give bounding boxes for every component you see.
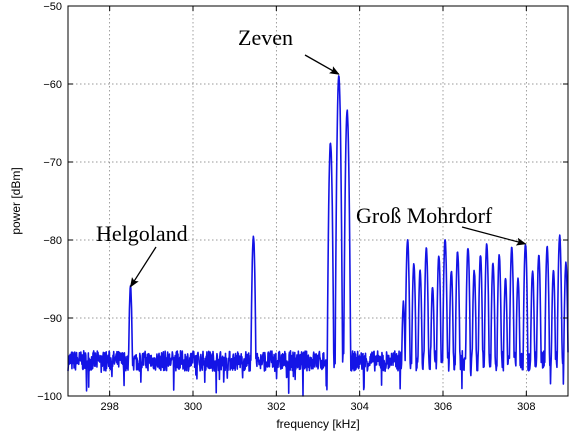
annotation-arrow <box>129 246 157 288</box>
y-tick-label: −50 <box>43 1 62 13</box>
y-tick-label: −100 <box>37 391 62 403</box>
x-tick-label: 300 <box>184 401 202 413</box>
plot-frame <box>67 5 569 397</box>
annotation-arrow <box>304 54 340 75</box>
x-axis-label: frequency [kHz] <box>276 417 359 431</box>
series-layer <box>67 75 569 397</box>
spectrum-line <box>67 75 569 397</box>
annotations: Zeven Helgoland Groß Mohrdorf <box>96 25 527 288</box>
annotation-label: Groß Mohrdorf <box>356 203 493 228</box>
annotation-label: Helgoland <box>96 221 188 246</box>
x-tick-label: 304 <box>350 401 368 413</box>
y-tick-label: −70 <box>43 157 62 169</box>
y-tick-label: −60 <box>43 79 62 91</box>
x-tick-label: 298 <box>100 401 118 413</box>
x-tick-label: 308 <box>517 401 535 413</box>
y-tick-label: −80 <box>43 235 62 247</box>
x-tick-label: 302 <box>267 401 285 413</box>
grid <box>68 5 568 397</box>
annotation-arrow <box>461 226 527 246</box>
ticks: 298 300 302 304 306 308 −100 −90 −80 −70 −60 −50 <box>37 1 568 413</box>
y-axis-label: power [dBm] <box>9 167 23 234</box>
y-tick-label: −90 <box>43 313 62 325</box>
annotation-label: Zeven <box>238 25 293 50</box>
x-tick-label: 306 <box>434 401 452 413</box>
